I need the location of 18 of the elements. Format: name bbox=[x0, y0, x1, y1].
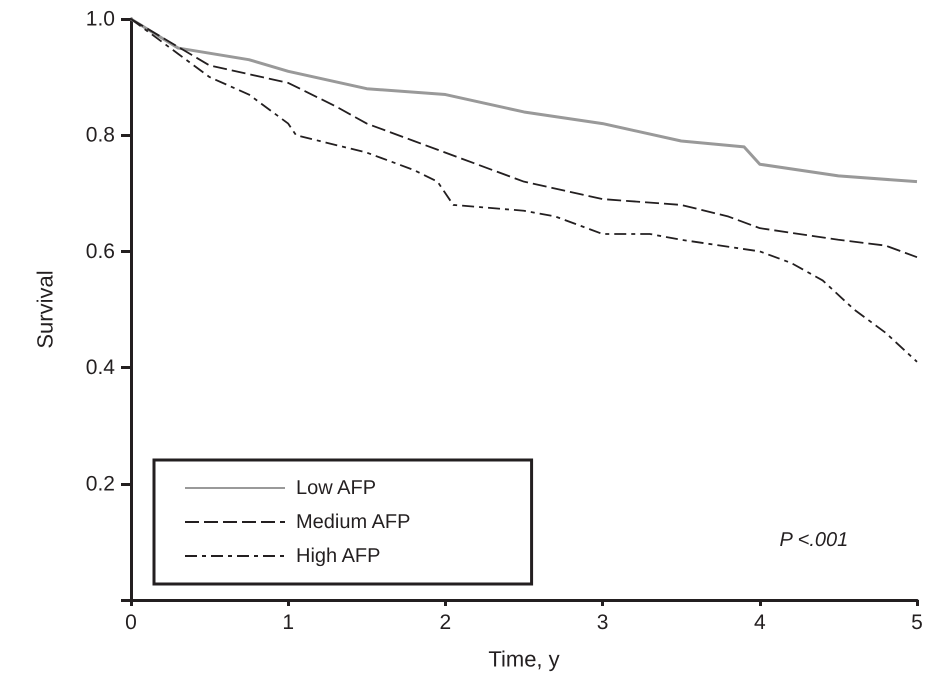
y-axis-title: Survival bbox=[32, 270, 58, 349]
annotation: P <.001 bbox=[780, 529, 848, 551]
x-tick-label: 1 bbox=[282, 611, 294, 634]
x-axis-title: Time, y bbox=[488, 646, 560, 672]
x-tick-label: 3 bbox=[596, 611, 608, 634]
legend-label: High AFP bbox=[296, 545, 380, 567]
x-tick-label: 5 bbox=[911, 611, 923, 634]
y-tick-label: 1.0 bbox=[86, 8, 115, 30]
y-tick-label: 0.2 bbox=[86, 472, 115, 496]
x-tick-label: 4 bbox=[754, 611, 766, 634]
legend-label: Medium AFP bbox=[296, 511, 410, 533]
line-series bbox=[130, 18, 918, 184]
legend-label: Low AFP bbox=[296, 477, 376, 499]
y-tick-label: 0.4 bbox=[86, 356, 116, 380]
x-tick-label: 0 bbox=[125, 611, 137, 634]
y-tick-label: 0.6 bbox=[86, 240, 115, 263]
y-tick-label: 0.8 bbox=[86, 124, 115, 147]
x-tick-label: 2 bbox=[440, 611, 452, 634]
